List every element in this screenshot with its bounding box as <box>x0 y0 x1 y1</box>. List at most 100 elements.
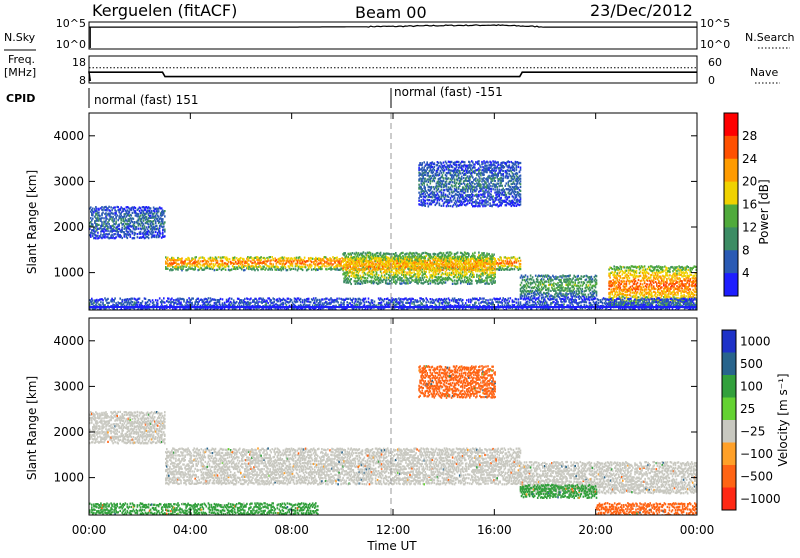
power-cell <box>674 277 676 279</box>
power-cell <box>596 294 598 296</box>
power-cell <box>270 263 272 265</box>
power-cell <box>663 280 665 282</box>
power-cell <box>153 311 155 313</box>
power-cell <box>130 222 132 224</box>
power-cell <box>292 265 294 267</box>
power-cell <box>471 283 473 285</box>
power-cell <box>596 282 598 284</box>
power-cell <box>628 272 630 274</box>
power-cell <box>264 258 266 260</box>
power-cell <box>154 311 156 313</box>
power-cell <box>642 292 644 294</box>
power-cell <box>520 277 522 279</box>
power-cell <box>425 271 427 273</box>
power-cell <box>581 278 583 280</box>
power-cell <box>592 287 594 289</box>
power-cell <box>538 286 540 288</box>
power-cell <box>331 268 333 270</box>
cpid-label: CPID <box>6 92 35 105</box>
power-cell <box>108 206 110 208</box>
power-cell <box>494 259 496 261</box>
power-cell <box>164 229 166 231</box>
power-cell <box>478 252 480 254</box>
power-cell <box>687 266 689 268</box>
power-cell <box>92 310 94 312</box>
power-cell <box>154 234 156 236</box>
power-cell <box>543 278 545 280</box>
power-cell <box>289 266 291 268</box>
power-cell <box>464 279 466 281</box>
power-cell <box>454 267 456 269</box>
power-cell <box>636 272 638 274</box>
power-cell <box>412 280 414 282</box>
power-cell <box>401 267 403 269</box>
power-cell <box>228 261 230 263</box>
power-cell <box>421 277 423 279</box>
power-cell <box>331 260 333 262</box>
nsearch-tick-top: 10^5 <box>700 17 730 30</box>
power-cell <box>90 206 92 208</box>
power-cell <box>526 295 528 297</box>
power-cell <box>162 311 164 313</box>
power-cell <box>263 266 265 268</box>
power-cell <box>540 291 542 293</box>
power-cell <box>355 283 357 285</box>
power-cell <box>644 280 646 282</box>
power-cell <box>530 275 532 277</box>
power-cell <box>567 293 569 295</box>
power-cell <box>107 226 109 228</box>
power-cell <box>466 272 468 274</box>
power-cell <box>143 223 145 225</box>
power-cell <box>517 258 519 260</box>
power-cell <box>548 293 550 295</box>
power-cell <box>685 295 687 297</box>
power-cell <box>428 283 430 285</box>
power-cell <box>687 269 689 271</box>
power-cell <box>647 283 649 285</box>
power-cell <box>494 263 496 265</box>
power-cell <box>140 215 142 217</box>
power-cell <box>119 298 121 300</box>
power-cell <box>548 290 550 292</box>
power-cell <box>184 262 186 264</box>
power-cell <box>611 271 613 273</box>
power-cell <box>197 266 199 268</box>
power-cell <box>132 212 134 214</box>
power-cell <box>573 291 575 293</box>
power-cell <box>108 310 110 312</box>
power-cell <box>358 275 360 277</box>
power-cell <box>435 256 437 258</box>
power-cell <box>548 281 550 283</box>
power-cell <box>476 276 478 278</box>
power-cell <box>305 264 307 266</box>
power-cell <box>630 267 632 269</box>
power-cell <box>262 268 264 270</box>
power-cell <box>649 285 651 287</box>
power-cell <box>200 264 202 266</box>
power-cell <box>546 281 548 283</box>
power-cell <box>624 280 626 282</box>
power-cell <box>140 310 142 312</box>
power-cell <box>586 296 588 298</box>
power-cell <box>227 263 229 265</box>
power-cell <box>611 268 613 270</box>
freq-label: Freq. <box>8 53 35 66</box>
power-cell <box>589 287 591 289</box>
power-cell <box>302 269 304 271</box>
power-cell <box>142 310 144 312</box>
power-cell <box>636 294 638 296</box>
power-cell <box>174 311 176 313</box>
power-cell <box>520 266 522 268</box>
power-cell <box>128 231 130 233</box>
power-cell <box>668 277 670 279</box>
power-cell <box>129 210 131 212</box>
power-cell <box>130 234 132 236</box>
power-cell <box>653 279 655 281</box>
power-cell <box>669 274 671 276</box>
power-cell <box>689 278 691 280</box>
power-cell <box>121 299 123 301</box>
power-cell <box>379 266 381 268</box>
power-cell <box>124 310 126 312</box>
power-cell <box>307 264 309 266</box>
power-cell <box>430 280 432 282</box>
